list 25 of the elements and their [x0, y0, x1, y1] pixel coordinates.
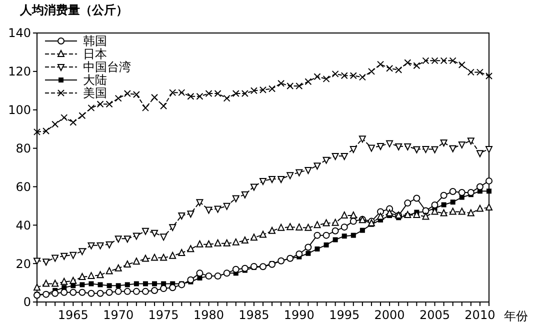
y-tick-label: 40 — [16, 218, 31, 232]
x-tick-label: 1975 — [148, 308, 179, 322]
x-tick-label: 2000 — [374, 308, 405, 322]
x-tick-label: 2005 — [419, 308, 450, 322]
legend-label: 韩国 — [83, 34, 107, 48]
x-tick-label: 2010 — [464, 308, 496, 322]
y-tick-label: 80 — [16, 141, 31, 156]
y-tick-label: 0 — [23, 295, 31, 310]
y-tick-label: 120 — [8, 64, 31, 79]
legend-label: 大陆 — [83, 73, 107, 88]
y-axis-title: 人均消费量（公斤） — [19, 3, 128, 17]
y-tick-label: 100 — [8, 103, 31, 118]
legend-label: 中国台湾 — [83, 60, 131, 74]
x-tick-label: 1995 — [329, 308, 360, 322]
y-tick-label: 20 — [16, 256, 31, 271]
x-tick-label: 1990 — [284, 308, 314, 322]
legend-label: 日本 — [83, 47, 107, 62]
y-tick-label: 140 — [8, 26, 31, 40]
x-tick-label: 1965 — [58, 308, 88, 322]
y-tick-label: 60 — [16, 180, 31, 194]
x-tick-label: 1970 — [103, 308, 134, 322]
x-axis-title: 年份 — [504, 309, 528, 323]
x-tick-label: 1980 — [193, 308, 224, 322]
x-tick-label: 1985 — [238, 308, 270, 322]
legend-label: 美国 — [83, 86, 107, 100]
